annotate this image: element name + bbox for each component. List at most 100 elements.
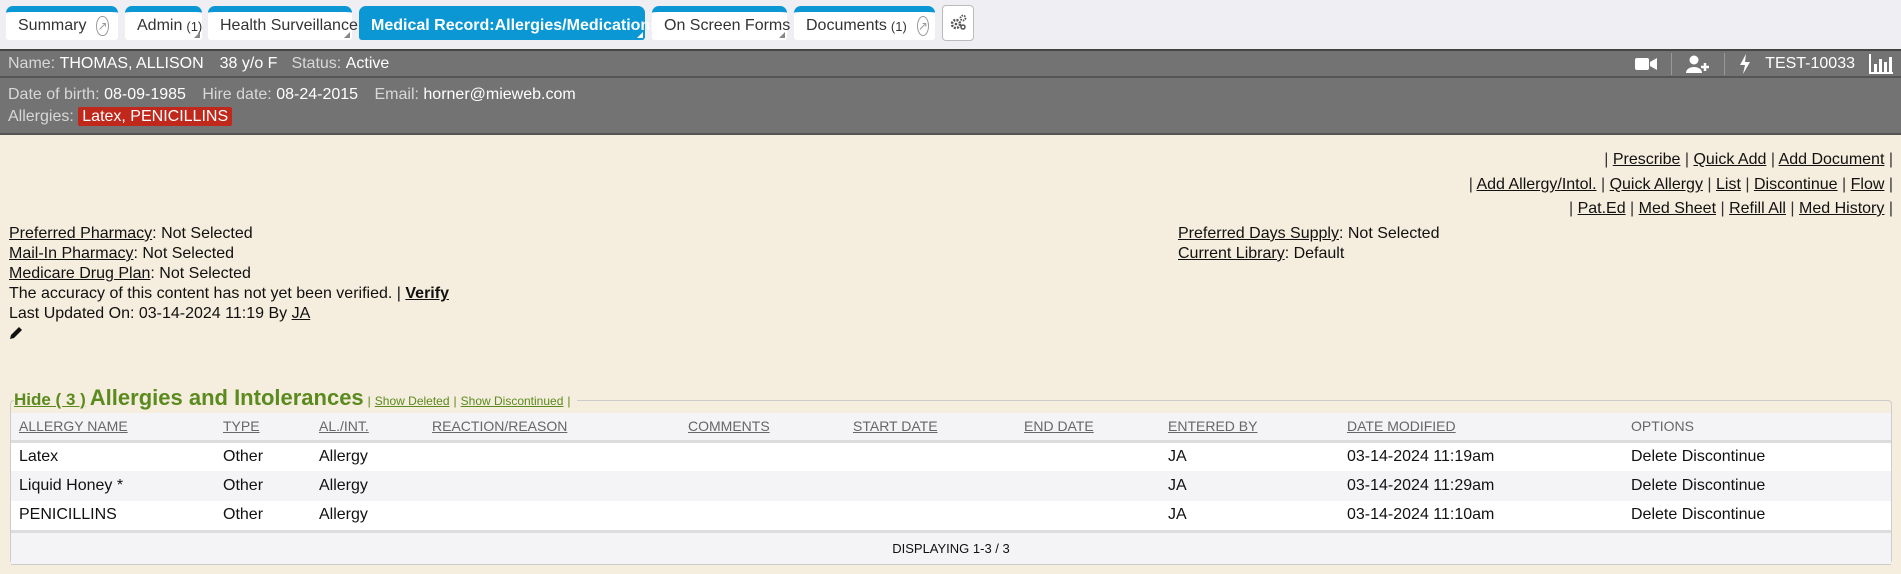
supply-info: Preferred Days Supply: Not Selected Curr… bbox=[1178, 224, 1439, 264]
separator: | bbox=[1716, 200, 1730, 217]
action-med-sheet-link[interactable]: Med Sheet bbox=[1638, 200, 1717, 217]
mail-in-pharmacy-link[interactable]: Mail-In Pharmacy bbox=[9, 245, 134, 262]
column-header[interactable]: START DATE bbox=[853, 413, 1024, 443]
column-header[interactable]: END DATE bbox=[1024, 413, 1168, 443]
options-cell: Delete Discontinue bbox=[1631, 501, 1891, 531]
email-value: horner@mieweb.com bbox=[423, 86, 576, 103]
preferred-days-supply-link[interactable]: Preferred Days Supply bbox=[1178, 225, 1339, 242]
name-label: Name: bbox=[8, 54, 56, 72]
video-icon[interactable] bbox=[1635, 57, 1658, 71]
table-cell bbox=[853, 471, 1024, 501]
last-updated-by-link[interactable]: JA bbox=[291, 305, 311, 322]
discontinue-option[interactable]: Discontinue bbox=[1681, 477, 1766, 494]
tab-count: (1) bbox=[890, 18, 907, 34]
table-cell: Allergy bbox=[319, 441, 432, 471]
tab-menu-corner-icon[interactable] bbox=[637, 32, 643, 38]
column-header-label: TYPE bbox=[223, 418, 260, 435]
pencil-icon[interactable] bbox=[9, 326, 23, 340]
show-discontinued-link[interactable]: Show Discontinued bbox=[460, 394, 564, 408]
table-cell bbox=[432, 501, 688, 531]
tab-health-surveillance[interactable]: Health Surveillance bbox=[208, 6, 358, 40]
action-med-history-link[interactable]: Med History bbox=[1799, 200, 1885, 217]
action-prescribe-link[interactable]: Prescribe bbox=[1612, 151, 1681, 168]
column-header[interactable]: ENTERED BY bbox=[1168, 413, 1347, 443]
settings-button[interactable] bbox=[942, 5, 974, 41]
table-cell bbox=[1024, 441, 1168, 471]
table-cell: JA bbox=[1168, 441, 1347, 471]
preferred-pharmacy-link[interactable]: Preferred Pharmacy bbox=[9, 225, 153, 242]
table-cell: Other bbox=[223, 441, 319, 471]
action-list-link[interactable]: List bbox=[1716, 176, 1741, 193]
tab-menu-corner-icon[interactable] bbox=[194, 32, 200, 38]
delete-option[interactable]: Delete bbox=[1631, 506, 1678, 524]
column-header-label: REACTION/REASON bbox=[432, 418, 568, 435]
chart-icon[interactable] bbox=[1869, 53, 1893, 74]
section-title: Allergies and Intolerances bbox=[89, 385, 364, 410]
table-cell: Allergy bbox=[319, 501, 432, 531]
current-library-link[interactable]: Current Library bbox=[1178, 245, 1285, 262]
tab-menu-corner-icon[interactable] bbox=[779, 32, 785, 38]
table-cell: 03-14-2024 11:19am bbox=[1347, 441, 1631, 471]
medicare-drug-plan-link[interactable]: Medicare Drug Plan bbox=[9, 265, 151, 282]
action-flow-link[interactable]: Flow bbox=[1850, 176, 1885, 193]
column-header-label: ENTERED BY bbox=[1168, 418, 1258, 435]
open-external-icon[interactable]: ↗ bbox=[96, 16, 109, 36]
column-header[interactable]: AL./INT. bbox=[319, 413, 432, 443]
tab-summary[interactable]: Summary ↗ bbox=[6, 6, 118, 40]
days-supply-value: : Not Selected bbox=[1338, 225, 1440, 242]
tab-menu-corner-icon[interactable] bbox=[344, 32, 350, 38]
action-add-allergy-intol--link[interactable]: Add Allergy/Intol. bbox=[1476, 176, 1597, 193]
table-cell: Liquid Honey * bbox=[11, 471, 223, 501]
column-header[interactable]: DATE MODIFIED bbox=[1347, 413, 1631, 443]
separator: | bbox=[1625, 200, 1639, 217]
discontinue-option[interactable]: Discontinue bbox=[1681, 447, 1766, 465]
table-cell: Allergy bbox=[319, 471, 432, 501]
action-quick-add-link[interactable]: Quick Add bbox=[1693, 151, 1767, 168]
patient-age-sex: 38 y/o F bbox=[219, 54, 278, 72]
lightning-icon[interactable] bbox=[1739, 53, 1751, 74]
action-refill-all-link[interactable]: Refill All bbox=[1729, 200, 1786, 217]
action-add-document-link[interactable]: Add Document bbox=[1778, 151, 1885, 168]
open-external-icon[interactable]: ↗ bbox=[916, 16, 929, 36]
table-cell bbox=[688, 441, 853, 471]
separator: | bbox=[1604, 151, 1613, 168]
status-label: Status: bbox=[291, 54, 342, 72]
verify-link[interactable]: Verify bbox=[405, 285, 449, 302]
column-header-label: AL./INT. bbox=[319, 418, 369, 435]
column-header-label: OPTIONS bbox=[1631, 418, 1695, 435]
divider bbox=[1724, 52, 1726, 75]
action-discontinue-link[interactable]: Discontinue bbox=[1753, 176, 1838, 193]
table-cell: PENICILLINS bbox=[11, 501, 223, 531]
tab-admin[interactable]: Admin (1) bbox=[125, 6, 202, 40]
delete-option[interactable]: Delete bbox=[1631, 447, 1678, 465]
column-header-label: ALLERGY NAME bbox=[19, 418, 128, 435]
column-header: OPTIONS bbox=[1631, 413, 1891, 443]
discontinue-option[interactable]: Discontinue bbox=[1681, 506, 1766, 524]
last-updated: Last Updated On: 03-14-2024 11:19 By bbox=[9, 305, 292, 322]
tab-on-screen-forms[interactable]: On Screen Forms bbox=[652, 6, 790, 40]
add-user-icon[interactable] bbox=[1686, 55, 1710, 73]
column-header[interactable]: ALLERGY NAME bbox=[11, 413, 223, 443]
action-pat-ed-link[interactable]: Pat.Ed bbox=[1577, 200, 1626, 217]
column-header-label: DATE MODIFIED bbox=[1347, 418, 1456, 435]
column-header[interactable]: TYPE bbox=[223, 413, 319, 443]
separator: | bbox=[1837, 176, 1851, 193]
column-header[interactable]: REACTION/REASON bbox=[432, 413, 688, 443]
separator: | bbox=[453, 394, 457, 408]
separator: | bbox=[1785, 200, 1800, 217]
email-label: Email: bbox=[374, 86, 419, 103]
show-deleted-link[interactable]: Show Deleted bbox=[374, 394, 450, 408]
tab-medical-record-allergies-medications[interactable]: Medical Record:Allergies/Medications bbox=[359, 6, 659, 40]
table-cell bbox=[688, 471, 853, 501]
delete-option[interactable]: Delete bbox=[1631, 477, 1678, 494]
column-header[interactable]: COMMENTS bbox=[688, 413, 853, 443]
column-header-label: START DATE bbox=[853, 418, 938, 435]
hide-allergies-link[interactable]: Hide ( 3 ) bbox=[14, 390, 86, 409]
table-cell bbox=[432, 471, 688, 501]
table-cell bbox=[688, 501, 853, 531]
column-header-label: COMMENTS bbox=[688, 418, 770, 435]
separator: | bbox=[1766, 151, 1779, 168]
separator: | bbox=[1884, 176, 1893, 193]
action-quick-allergy-link[interactable]: Quick Allergy bbox=[1609, 176, 1703, 193]
tab-documents[interactable]: Documents (1) ↗ bbox=[794, 6, 935, 40]
